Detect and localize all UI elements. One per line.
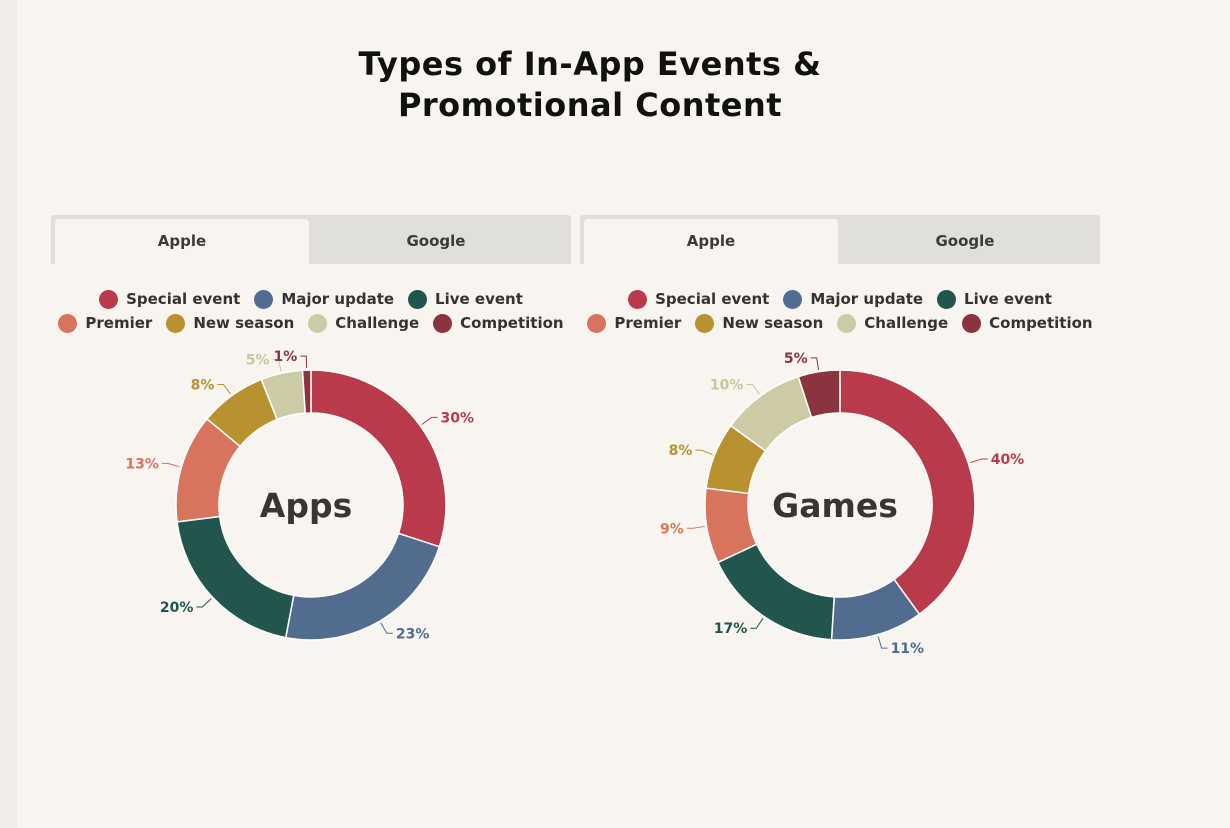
label-leader-line: [380, 622, 393, 634]
label-leader-line: [695, 449, 713, 456]
legend-label: Premier: [614, 314, 682, 332]
data-label: 5%: [784, 351, 808, 367]
label-leader-line: [686, 525, 705, 529]
legend-label: Live event: [435, 290, 523, 308]
label-leader-line: [970, 458, 988, 464]
label-leader-line: [161, 462, 180, 468]
data-label: 40%: [991, 452, 1025, 468]
legend-label: New season: [722, 314, 824, 332]
legend-label: Live event: [964, 290, 1052, 308]
legend-label: Challenge: [335, 314, 420, 332]
legend-swatch: [433, 313, 453, 333]
donut-slice[interactable]: [176, 515, 295, 639]
legend-label: Competition: [460, 314, 564, 332]
donut-center-label: Games: [772, 486, 898, 525]
label-leader-line: [196, 598, 212, 608]
chart-title: Types of In-App Events & Promotional Con…: [300, 44, 880, 126]
legend-item-major-update[interactable]: Major update: [254, 289, 395, 309]
chart-title-line1: Types of In-App Events &: [358, 45, 822, 83]
legend-item-new-season[interactable]: New season: [166, 313, 295, 333]
data-label: 30%: [441, 410, 475, 426]
data-label: 23%: [396, 626, 430, 642]
platform-tabs: Apple Google: [51, 215, 571, 264]
legend-label: Competition: [989, 314, 1093, 332]
legend-swatch: [628, 289, 648, 309]
legend-item-special-event[interactable]: Special event: [628, 289, 770, 309]
label-leader-line: [750, 618, 764, 629]
data-label: 13%: [125, 456, 159, 472]
donut-slice[interactable]: [284, 532, 441, 641]
data-label: 10%: [710, 377, 744, 393]
data-label: 9%: [660, 521, 684, 537]
tab-apple[interactable]: Apple: [55, 219, 309, 264]
legend: Special event Major update Live event Pr…: [580, 287, 1100, 335]
games-panel: Apple Google Special event Major update …: [580, 215, 1100, 657]
legend-item-competition[interactable]: Competition: [433, 313, 564, 333]
donut-slice[interactable]: [797, 369, 841, 419]
data-label: 11%: [891, 641, 925, 657]
legend-label: Major update: [810, 290, 924, 308]
legend-label: Premier: [85, 314, 153, 332]
legend-item-premier[interactable]: Premier: [587, 313, 682, 333]
data-label: 20%: [160, 600, 194, 616]
legend-item-special-event[interactable]: Special event: [99, 289, 241, 309]
donut-slice[interactable]: [310, 369, 447, 548]
legend-swatch: [587, 313, 607, 333]
legend-swatch: [783, 289, 803, 309]
chart-title-line2: Promotional Content: [397, 86, 783, 124]
legend-label: Special event: [126, 290, 241, 308]
tab-google[interactable]: Google: [935, 232, 995, 250]
data-label: 1%: [274, 349, 298, 365]
label-leader-line: [810, 357, 820, 370]
legend-item-major-update[interactable]: Major update: [783, 289, 924, 309]
legend-swatch: [937, 289, 957, 309]
legend-item-challenge[interactable]: Challenge: [837, 313, 949, 333]
donut-slice[interactable]: [839, 369, 976, 616]
legend-swatch: [308, 313, 328, 333]
legend-label: Special event: [655, 290, 770, 308]
legend-item-live-event[interactable]: Live event: [408, 289, 523, 309]
label-leader-line: [300, 355, 308, 369]
donut-center-label: Apps: [260, 486, 352, 525]
apps-donut-chart: 30% 23% 20% 13% 8% 5% 1% Apps: [125, 349, 475, 642]
apps-panel: Apple Google Special event Major update …: [51, 215, 571, 655]
legend-swatch: [695, 313, 715, 333]
legend-swatch: [99, 289, 119, 309]
label-leader-line: [421, 416, 438, 425]
data-label: 8%: [191, 377, 215, 393]
legend-item-new-season[interactable]: New season: [695, 313, 824, 333]
games-donut-chart: 40% 11% 17% 9% 8% 10% 5% Games: [660, 351, 1025, 657]
legend-swatch: [837, 313, 857, 333]
legend-swatch: [962, 313, 982, 333]
legend-swatch: [254, 289, 274, 309]
legend: Special event Major update Live event Pr…: [51, 287, 571, 335]
label-leader-line: [746, 383, 760, 395]
legend-item-challenge[interactable]: Challenge: [308, 313, 420, 333]
data-label: 5%: [246, 353, 270, 369]
legend-swatch: [58, 313, 78, 333]
data-label: 8%: [669, 443, 693, 459]
legend-swatch: [408, 289, 428, 309]
label-leader-line: [217, 383, 231, 395]
data-label: 17%: [714, 621, 748, 637]
legend-swatch: [166, 313, 186, 333]
donut-slice[interactable]: [301, 369, 312, 414]
legend-label: Major update: [281, 290, 395, 308]
legend-item-competition[interactable]: Competition: [962, 313, 1093, 333]
legend-label: Challenge: [864, 314, 949, 332]
legend-label: New season: [193, 314, 295, 332]
legend-item-premier[interactable]: Premier: [58, 313, 153, 333]
platform-tabs: Apple Google: [580, 215, 1100, 264]
legend-item-live-event[interactable]: Live event: [937, 289, 1052, 309]
label-leader-line: [272, 359, 282, 372]
tab-google[interactable]: Google: [406, 232, 466, 250]
label-leader-line: [877, 636, 888, 649]
tab-apple[interactable]: Apple: [584, 219, 838, 264]
